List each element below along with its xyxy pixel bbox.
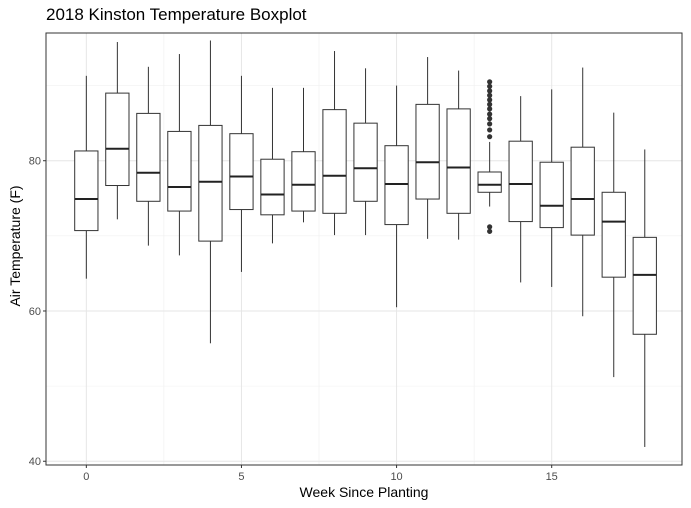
box-week-11 (415, 103, 440, 200)
outlier-point (487, 228, 493, 234)
outlier-point (487, 127, 493, 133)
box-week-9 (353, 122, 378, 202)
x-axis-label: Week Since Planting (299, 484, 429, 500)
outlier-point (487, 116, 493, 122)
box-week-16 (570, 146, 595, 236)
box-week-8 (322, 109, 347, 214)
outlier-point (487, 88, 493, 94)
panel-border (45, 32, 683, 466)
outlier-point (487, 83, 493, 89)
box-week-14 (508, 140, 533, 223)
box-week-17 (601, 191, 626, 278)
box-week-2 (136, 112, 161, 202)
x-tick-label: 5 (238, 471, 244, 483)
chart-title: 2018 Kinston Temperature Boxplot (46, 5, 307, 24)
outlier-point (487, 79, 493, 85)
box-week-4 (198, 124, 223, 242)
y-tick-label: 60 (29, 306, 41, 318)
outlier-point (487, 224, 493, 230)
outlier-point (487, 111, 493, 117)
box-week-1 (105, 92, 130, 187)
box-week-5 (229, 133, 254, 211)
outlier-point (487, 97, 493, 103)
x-tick-label: 0 (83, 471, 89, 483)
y-tick-label: 80 (29, 156, 41, 168)
box-week-18 (632, 236, 657, 335)
box-week-0 (74, 150, 99, 232)
box-week-12 (446, 108, 471, 214)
box-week-6 (260, 158, 285, 216)
outlier-point (487, 121, 493, 127)
box-week-13 (477, 171, 502, 193)
plot-panel (46, 33, 682, 465)
box-week-3 (167, 130, 192, 212)
outlier-point (487, 101, 493, 107)
box-week-10 (384, 145, 409, 226)
x-tick-label: 15 (546, 471, 558, 483)
box-week-7 (291, 151, 316, 212)
box-week-15 (539, 161, 564, 229)
x-tick-label: 10 (390, 471, 402, 483)
outlier-point (487, 134, 493, 140)
outlier-point (487, 92, 493, 98)
outlier-point (487, 106, 493, 112)
y-tick-label: 40 (29, 456, 41, 468)
